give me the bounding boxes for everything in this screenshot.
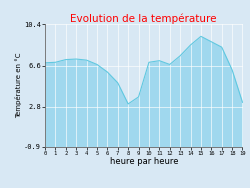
Y-axis label: Température en °C: Température en °C	[16, 53, 22, 118]
Title: Evolution de la température: Evolution de la température	[70, 13, 217, 24]
X-axis label: heure par heure: heure par heure	[110, 157, 178, 166]
